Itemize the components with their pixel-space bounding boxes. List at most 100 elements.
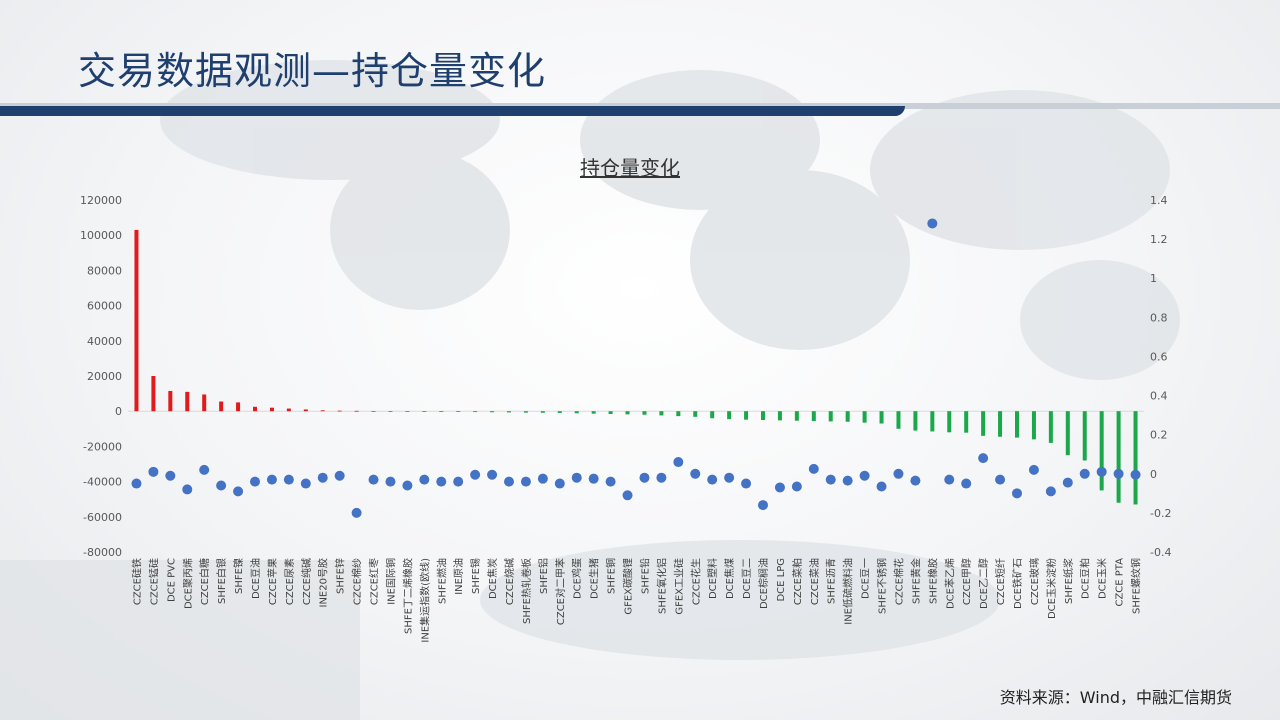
dot-44 (876, 481, 887, 492)
title-underline-blue (0, 106, 905, 116)
dot-55 (1062, 477, 1073, 488)
category-label: CZCE玻璃 (1028, 558, 1041, 605)
category-label: SHFE沥青 (825, 558, 838, 604)
left-tick-label: -60000 (83, 511, 122, 524)
dot-59 (1130, 469, 1141, 480)
bar-24 (540, 411, 545, 413)
dot-48 (944, 474, 955, 485)
dot-51 (995, 474, 1006, 485)
bar-0 (134, 229, 139, 412)
bar-53 (1031, 411, 1036, 440)
bar-31 (659, 411, 664, 416)
category-label: DCE苯乙烯 (943, 558, 956, 609)
dot-0 (131, 478, 142, 489)
bar-23 (523, 411, 528, 413)
category-label: CZCE苹果 (266, 558, 279, 605)
right-tick-label: 0.2 (1150, 429, 1168, 442)
category-label: CZCE菜粕 (791, 558, 804, 605)
bar-55 (1065, 411, 1070, 456)
right-tick-label: 0.8 (1150, 311, 1168, 324)
bar-43 (862, 411, 867, 423)
dot-47 (927, 218, 938, 229)
category-label: SHFE燃油 (435, 558, 448, 604)
dot-13 (351, 507, 362, 518)
bar-32 (676, 411, 681, 417)
bar-1 (151, 376, 156, 412)
category-label: SHFE热轧卷板 (520, 558, 533, 624)
category-label: CZCE菜油 (808, 558, 821, 605)
bar-42 (845, 411, 850, 422)
left-tick-label: -80000 (83, 546, 122, 559)
bar-21 (490, 411, 495, 413)
left-tick-label: 120000 (80, 194, 122, 207)
category-label: DCE棕榈油 (757, 558, 770, 609)
category-label: CZCE纯碱 (300, 558, 313, 605)
category-label: SHFE丁二烯橡胶 (401, 558, 414, 634)
category-label: DCE生猪 (588, 558, 601, 599)
category-label: INE20号胶 (317, 558, 330, 607)
bar-8 (269, 407, 274, 412)
category-label: CZCE硅铁 (130, 558, 143, 605)
category-label: CZCE白糖 (198, 558, 211, 605)
dot-21 (487, 469, 498, 480)
category-label: CZCE甲醇 (960, 558, 973, 605)
category-label: DCE玉米 (1096, 558, 1109, 599)
bar-13 (354, 410, 359, 412)
category-label: DCE豆油 (249, 558, 262, 599)
dot-25 (554, 478, 565, 489)
bar-17 (422, 411, 427, 412)
dot-24 (537, 473, 548, 484)
bar-36 (744, 411, 749, 420)
dot-41 (825, 474, 836, 485)
dot-50 (978, 453, 989, 464)
dot-17 (419, 474, 430, 485)
dot-37 (758, 500, 768, 511)
right-tick-label: 0.4 (1150, 390, 1168, 403)
dot-58 (1113, 468, 1124, 479)
bar-9 (286, 408, 291, 412)
bar-27 (591, 411, 596, 414)
dot-40 (808, 463, 819, 474)
left-axis-ticks: 120000 100000 80000 60000 40000 20000 0 -20000 -… (80, 194, 122, 559)
dot-16 (402, 480, 413, 491)
dot-10 (300, 478, 311, 489)
bar-48 (947, 411, 952, 433)
dot-26 (571, 472, 582, 483)
dot-28 (605, 476, 616, 487)
bar-16 (405, 411, 410, 412)
dot-18 (436, 476, 447, 487)
category-label: DCE豆二 (741, 558, 753, 599)
right-tick-label: -0.2 (1150, 507, 1171, 520)
dot-19 (453, 476, 464, 487)
category-label: CZCE红枣 (368, 558, 381, 605)
bar-2 (168, 390, 173, 412)
dot-9 (283, 474, 294, 485)
category-label: SHFE铅 (638, 558, 651, 594)
bar-33 (693, 411, 698, 417)
left-tick-label: 20000 (87, 370, 122, 383)
bar-30 (642, 411, 647, 415)
category-label: SHFE锡 (469, 558, 482, 594)
category-label: DCE铁矿石 (1011, 558, 1024, 609)
bar-7 (253, 406, 257, 412)
category-label: SHFE铜 (606, 558, 618, 594)
chart-title: 持仓量变化 (580, 156, 680, 180)
category-label: CZCE棉纱 (351, 558, 364, 605)
left-tick-label: 0 (115, 405, 122, 418)
bar-5 (219, 401, 224, 412)
category-label: SHFE螺纹钢 (1130, 558, 1143, 614)
category-label: CZCE PTA (1115, 558, 1126, 607)
dot-3 (182, 484, 193, 495)
dot-23 (520, 476, 531, 487)
bar-19 (456, 411, 461, 412)
category-label: DCE豆粕 (1079, 558, 1092, 599)
left-tick-label: -20000 (83, 440, 122, 453)
category-label: DCE焦煤 (723, 558, 736, 599)
bar-54 (1048, 411, 1053, 443)
dot-36 (741, 478, 752, 489)
dot-35 (724, 472, 735, 483)
dot-29 (622, 490, 633, 501)
bar-34 (710, 411, 715, 419)
